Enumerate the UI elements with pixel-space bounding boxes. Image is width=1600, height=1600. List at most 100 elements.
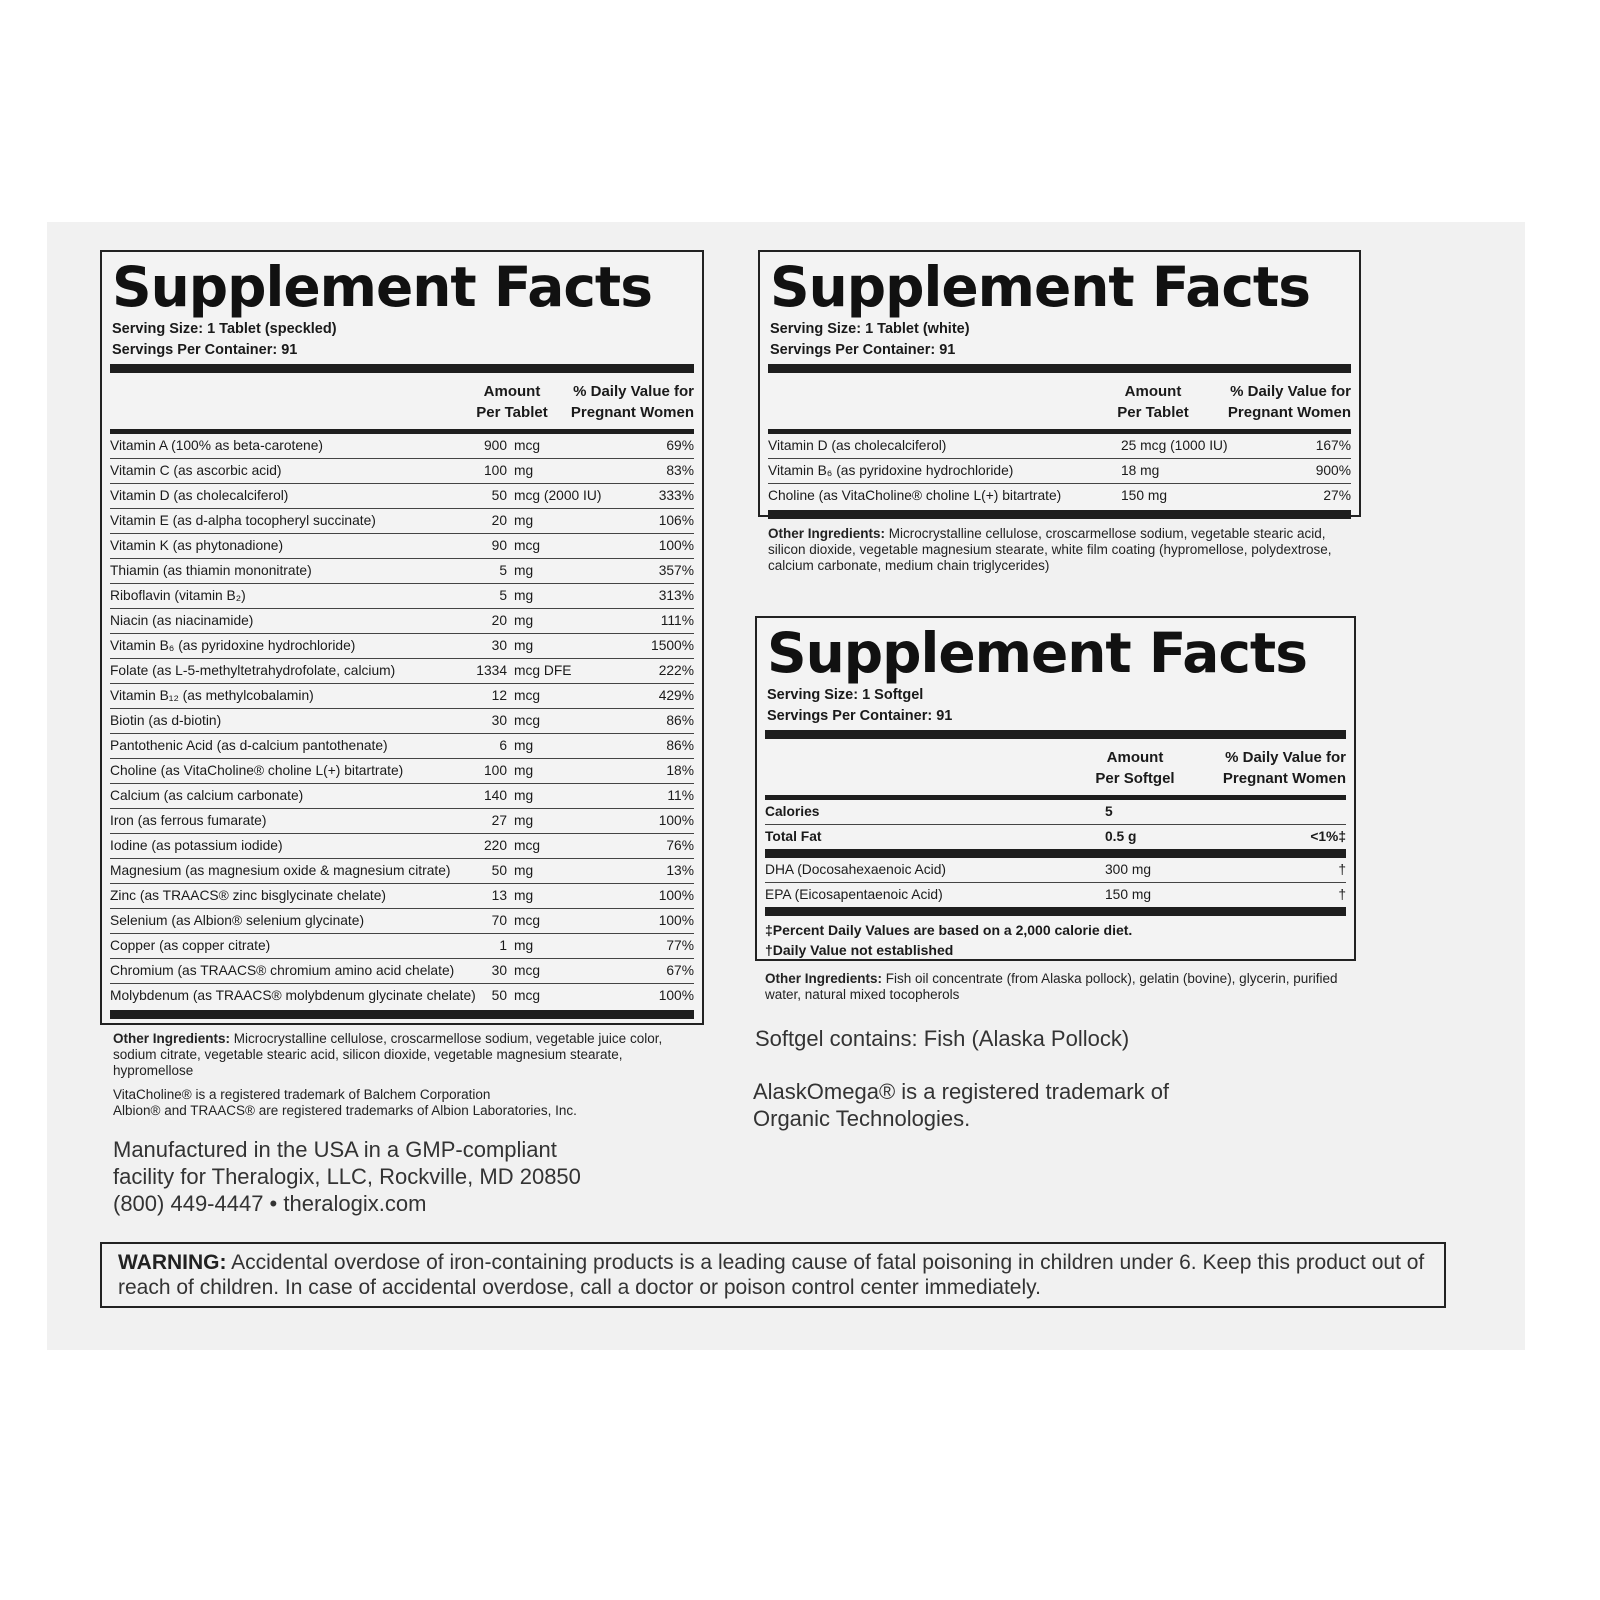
nutrient-unit: mg [514,813,534,828]
nutrient-dv: 167% [1315,438,1351,453]
warning-box: WARNING: Accidental overdose of iron-con… [100,1242,1446,1308]
nutrient-name: Vitamin C (as ascorbic acid) [110,463,282,478]
nutrient-row: Vitamin A (100% as beta-carotene) 900 mcg 6… [110,434,694,459]
nutrient-row: Selenium (as Albion® selenium glycinate)… [110,909,694,934]
trademark-line: AlaskOmega® is a registered trademark of [753,1079,1170,1104]
nutrient-amount: 50 [491,863,507,878]
nutrient-unit: mcg [514,438,541,453]
nutrient-name: Calcium (as calcium carbonate) [110,788,304,803]
nutrient-dv: 357% [658,563,694,578]
alaskomega-trademark: AlaskOmega® is a registered trademark of… [753,1078,1169,1132]
nutrient-amount: 5 [499,588,507,603]
nutrient-row: Choline (as VitaCholine® choline L(+) bi… [768,484,1351,508]
nutrient-unit: mcg [514,713,541,728]
nutrient-row: Vitamin B₆ (as pyridoxine hydrochloride)… [110,634,694,659]
nutrient-amount: 220 [483,838,507,853]
nutrient-table: Vitamin A (100% as beta-carotene) 900 mcg 6… [110,434,694,1008]
nutrient-row: Thiamin (as thiamin mononitrate) 5 mg 357% [110,559,694,584]
nutrient-row: Vitamin D (as cholecalciferol) 50 mcg (200… [110,484,694,509]
nutrient-amount: 18 mg [1121,463,1160,478]
nutrient-name: Magnesium (as magnesium oxide & magnesiu… [110,863,451,878]
nutrient-row: Zinc (as TRAACS® zinc bisglycinate chela… [110,884,694,909]
nutrient-amount: 12 [491,688,507,703]
divider-thick [768,364,1351,373]
amount-header-2: Per Tablet [476,404,548,421]
other-ingredients-text: Microcrystalline cellulose, croscarmello… [113,1031,663,1078]
other-ingredients-label: Other Ingredients: [768,526,886,541]
nutrient-dv: <1%‡ [1310,829,1346,844]
nutrient-dv: 27% [1323,488,1351,503]
nutrient-dv: 100% [658,988,694,1003]
nutrient-unit: mcg (2000 IU) [514,488,602,503]
nutrient-amount: 30 [491,638,507,653]
supplement-facts-softgel: Supplement Facts Serving Size: 1 Softgel… [755,616,1356,961]
nutrient-dv: 86% [666,738,694,753]
amount-header-2: Per Softgel [1095,770,1175,787]
other-ingredients-label: Other Ingredients: [765,971,883,986]
nutrient-unit: mcg [514,538,541,553]
nutrient-row: Riboflavin (vitamin B₂) 5 mg 313% [110,584,694,609]
nutrient-unit: mcg [514,688,541,703]
nutrient-amount: 100 [483,463,507,478]
nutrient-dv: 313% [658,588,694,603]
other-ingredients-speckled: Other Ingredients: Microcrystalline cell… [113,1031,693,1079]
trademark-vitacholine: VitaCholine® is a registered trademark o… [113,1087,491,1102]
dv-header-2: Pregnant Women [1222,770,1346,787]
nutrient-amount: 25 mcg (1000 IU) [1121,438,1228,453]
nutrient-name: Vitamin B₆ (as pyridoxine hydrochloride) [110,638,356,653]
nutrient-dv: 333% [658,488,694,503]
nutrient-row: Total Fat 0.5 g <1%‡ [765,825,1346,849]
other-ingredients-text: Fish oil concentrate (from Alaska polloc… [765,971,1338,1002]
nutrient-row: Vitamin C (as ascorbic acid) 100 mg 83% [110,459,694,484]
nutrient-unit: mg [514,863,534,878]
nutrient-unit: mg [514,763,534,778]
nutrient-dv: 100% [658,538,694,553]
other-ingredients-softgel: Other Ingredients: Fish oil concentrate … [765,971,1355,1003]
nutrient-amount: 90 [491,538,507,553]
other-ingredients-white: Other Ingredients: Microcrystalline cell… [768,526,1353,574]
nutrient-amount: 70 [491,913,507,928]
nutrient-name: Total Fat [765,829,822,844]
nutrient-table: DHA (Docosahexaenoic Acid) 300 mg † EPA (Ei… [765,858,1346,907]
nutrient-dv: 69% [666,438,694,453]
nutrient-name: Copper (as copper citrate) [110,938,271,953]
nutrient-name: Calories [765,804,820,819]
nutrient-row: DHA (Docosahexaenoic Acid) 300 mg † [765,858,1346,883]
divider-thick [110,364,694,373]
manufacturer-contact: (800) 449-4447 • theralogix.com [113,1191,427,1216]
nutrient-dv: 67% [666,963,694,978]
nutrient-name: Pantothenic Acid (as d-calcium pantothen… [110,738,388,753]
divider-thick [765,849,1346,858]
nutrient-unit: mg [514,613,534,628]
nutrient-dv: 83% [666,463,694,478]
nutrient-amount: 150 mg [1105,887,1152,902]
nutrient-amount: 5 [1105,804,1113,819]
amount-header-2: Per Tablet [1117,404,1189,421]
nutrient-dv: 86% [666,713,694,728]
nutrient-dv: 18% [666,763,694,778]
column-header: Amount Per Tablet % Daily Value for Preg… [768,373,1351,429]
nutrient-row: Chromium (as TRAACS® chromium amino acid… [110,959,694,984]
nutrient-row: Biotin (as d-biotin) 30 mcg 86% [110,709,694,734]
nutrient-dv: 100% [658,913,694,928]
manufacturer-line: Manufactured in the USA in a GMP-complia… [113,1137,557,1162]
nutrient-row: Vitamin B₁₂ (as methylcobalamin) 12 mcg 429… [110,684,694,709]
trademark-albion: Albion® and TRAACS® are registered trade… [113,1103,577,1118]
nutrient-amount: 1334 [476,663,507,678]
nutrient-name: Choline (as VitaCholine® choline L(+) bi… [768,488,1062,503]
nutrient-name: Niacin (as niacinamide) [110,613,254,628]
nutrient-name: Vitamin K (as phytonadione) [110,538,284,553]
warning-label: WARNING: [118,1251,227,1274]
nutrient-unit: mg [514,463,534,478]
manufacturer-line: facility for Theralogix, LLC, Rockville,… [113,1164,581,1189]
servings-per-container: Servings Per Container: 91 [112,342,298,358]
facts-title: Supplement Facts [112,255,653,319]
serving-size: Serving Size: 1 Tablet (white) [770,321,970,337]
servings-per-container: Servings Per Container: 91 [767,708,953,724]
nutrient-name: Riboflavin (vitamin B₂) [110,588,246,603]
nutrient-amount: 100 [483,763,507,778]
nutrient-dv: 11% [667,788,694,803]
nutrient-name: Vitamin B₁₂ (as methylcobalamin) [110,688,314,703]
nutrient-amount: 5 [499,563,507,578]
nutrient-amount: 50 [491,488,507,503]
